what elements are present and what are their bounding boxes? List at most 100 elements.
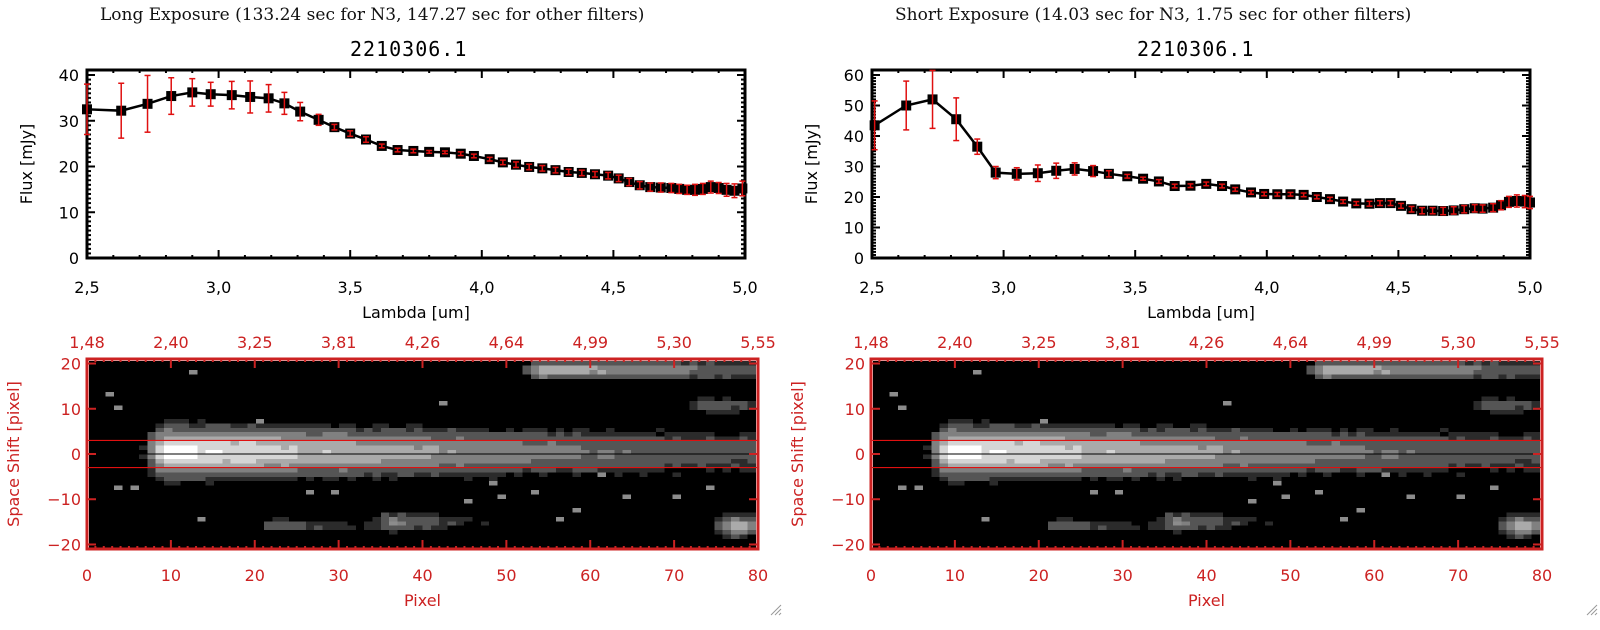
x-tick-label: 4,5 (601, 278, 626, 297)
error-bar (552, 166, 559, 174)
y-tick-label: 10 (59, 203, 79, 222)
error-bar (1479, 204, 1486, 213)
y-tick-label: 10 (844, 219, 864, 238)
y-tick-label: 40 (844, 127, 864, 146)
error-bar (974, 138, 981, 156)
error-bar (347, 130, 354, 138)
error-bar (565, 168, 572, 176)
spectrum-title-long: 2210306.1 (350, 37, 468, 61)
error-bar (1521, 194, 1528, 209)
error-bar (84, 83, 90, 136)
error-bar (636, 180, 643, 190)
y-axis-label: Flux [mJy] (17, 124, 36, 205)
error-bar (1219, 183, 1226, 189)
error-bar (578, 169, 585, 177)
error-bar (362, 136, 369, 144)
x-axis-label: Lambda [um] (362, 303, 470, 322)
resize-grip-icon[interactable] (1586, 604, 1598, 616)
error-bar (1071, 162, 1078, 176)
y-tick-label: 50 (844, 97, 864, 116)
error-bar (1013, 166, 1020, 181)
error-bar (144, 74, 151, 133)
error-bar (676, 183, 683, 195)
error-bar (1261, 191, 1268, 197)
error-bar (1471, 203, 1478, 213)
error-bar (499, 159, 506, 166)
error-bar (539, 164, 546, 172)
spectral-image-long (89, 361, 756, 548)
error-bar (1398, 202, 1405, 210)
error-bar (297, 101, 304, 122)
error-bar (486, 156, 493, 162)
error-bar (457, 151, 464, 157)
error-bar (1498, 199, 1505, 211)
error-bar (1203, 181, 1210, 187)
error-bar (626, 177, 633, 187)
y-tick-label: 0 (69, 249, 79, 268)
error-bar (228, 80, 235, 110)
spectrum-title-short: 2210306.1 (1137, 37, 1255, 61)
x-tick-label: 4,5 (1386, 278, 1411, 297)
spectrum-chart-0: 2,5 3,0 3,5 4,0 4,5 5,0 0 10 20 30 40 Lambda [um] Fl… (17, 66, 758, 322)
error-bar (871, 100, 878, 151)
error-bar (615, 174, 622, 183)
error-bar (1105, 170, 1112, 178)
error-bar (1376, 199, 1383, 207)
error-bar (1090, 164, 1097, 178)
error-bar (410, 148, 417, 154)
error-bar (394, 147, 401, 153)
error-bar (441, 150, 448, 155)
error-bar (903, 80, 910, 131)
error-bar (1187, 183, 1194, 189)
error-bar (247, 80, 254, 114)
error-bar (1408, 205, 1415, 213)
error-bar (605, 171, 612, 180)
error-bar (1387, 199, 1394, 207)
error-bar (1274, 191, 1281, 197)
error-bar (378, 143, 385, 149)
error-bar (1313, 194, 1320, 200)
x-tick-label: 4,0 (1254, 278, 1279, 297)
y-tick-label: 40 (59, 66, 79, 85)
error-bar (470, 153, 477, 159)
error-bar (315, 113, 322, 127)
error-bar (426, 149, 433, 154)
spectrum-chart-1: 2,5 3,0 3,5 4,0 4,5 5,0 0 10 20 30 40 50 60 Lambda [u… (802, 66, 1543, 322)
error-bar (684, 184, 691, 196)
spectral-image-short (873, 361, 1540, 548)
x-tick-label: 3,0 (206, 278, 231, 297)
error-bar (513, 161, 520, 169)
x-tick-label: 2,5 (74, 278, 99, 297)
y-tick-label: 0 (854, 249, 864, 268)
y-tick-label: 30 (59, 112, 79, 131)
error-bar (1490, 202, 1497, 213)
error-bar (1248, 189, 1255, 196)
flux-line (873, 98, 1531, 213)
error-bar (526, 163, 533, 171)
error-bar (1353, 200, 1360, 206)
error-bar (1461, 204, 1468, 214)
error-bar (668, 182, 675, 194)
error-bar (739, 180, 746, 197)
error-bar (953, 97, 960, 142)
error-bar (118, 82, 125, 139)
error-bar (657, 182, 664, 193)
error-bar (929, 69, 936, 130)
error-bar (1300, 192, 1307, 198)
error-bar (1429, 206, 1436, 215)
error-bar (1287, 191, 1294, 197)
x-tick-label: 3,0 (991, 278, 1016, 297)
error-bar (591, 170, 598, 178)
x-tick-label: 3,5 (1122, 278, 1147, 297)
error-bar (1326, 196, 1333, 202)
plot-frame (870, 68, 1532, 260)
error-bar (1505, 195, 1512, 209)
error-bar (1440, 206, 1447, 216)
error-bar (992, 165, 999, 180)
resize-grip-icon[interactable] (770, 604, 782, 616)
panel-heading-short: Short Exposure (14.03 sec for N3, 1.75 s… (895, 5, 1412, 25)
error-bar (207, 81, 214, 107)
error-bar (723, 182, 730, 197)
error-bar (1340, 198, 1347, 205)
error-bar (1155, 178, 1162, 185)
